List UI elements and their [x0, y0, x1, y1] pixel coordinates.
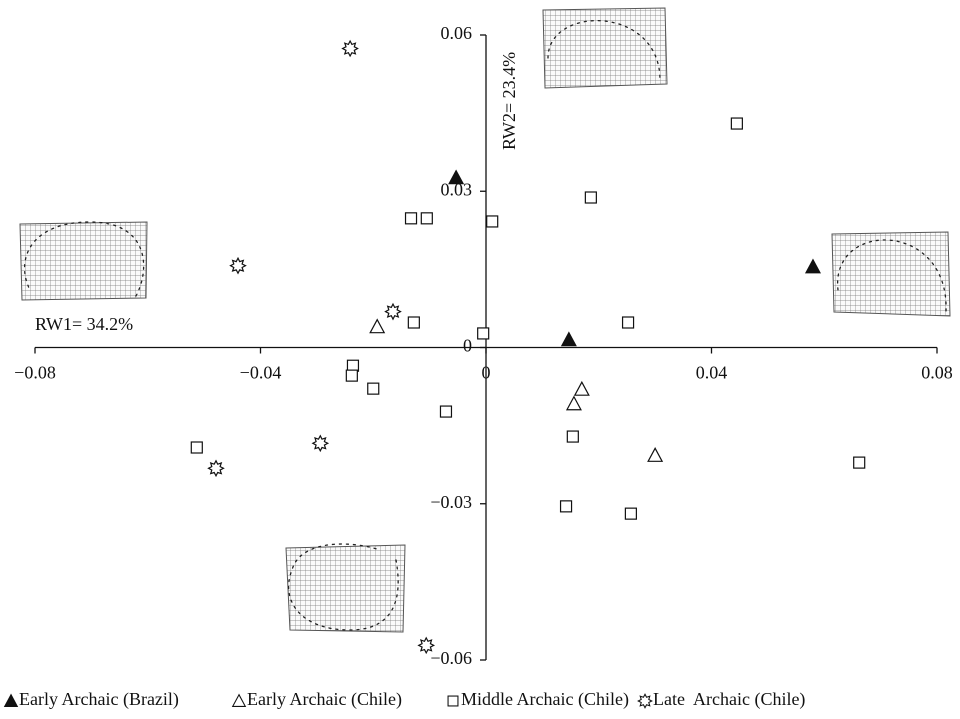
legend-label: Early Archaic (Chile): [247, 689, 402, 710]
legend-item: Early Archaic (Brazil): [3, 689, 179, 710]
point: [477, 327, 490, 340]
legend-symbol: [3, 693, 19, 707]
x-tick-label: −0.08: [14, 363, 56, 383]
point: [367, 382, 380, 395]
point: [341, 39, 359, 58]
legend-item: Late Archaic (Chile): [637, 689, 805, 710]
point: [565, 395, 582, 411]
point: [559, 500, 573, 513]
legend: Early Archaic (Brazil) Early Archaic (Chi…: [3, 689, 805, 710]
deformation-grids: [19, 7, 951, 633]
y-tick-label: −0.03: [430, 492, 472, 512]
x-tick-label: 0.08: [921, 363, 953, 383]
point: [369, 318, 386, 334]
point: [420, 212, 433, 225]
legend-symbol: [637, 693, 653, 709]
point: [417, 636, 436, 655]
legend-label: Middle Archaic (Chile): [461, 689, 629, 710]
point: [404, 212, 418, 225]
point: [207, 459, 225, 478]
plot-area: −0.08 −0.04 0 0.04 0.08 −0.06 −0.03 0 0.03 0.06: [14, 23, 953, 668]
point: [190, 441, 203, 454]
x-tick-label: 0: [482, 363, 491, 383]
legend-item: Early Archaic (Chile): [231, 689, 402, 710]
point: [439, 405, 453, 418]
legend-symbol: [447, 695, 459, 707]
point: [730, 117, 743, 130]
x-tick-label: 0.04: [696, 363, 728, 383]
y-axis-label: RW2= 23.4%: [499, 52, 519, 150]
point: [853, 456, 866, 469]
legend-symbol: [231, 693, 247, 707]
y-tick-label: 0.03: [441, 179, 473, 199]
y-tick-label: 0.06: [441, 23, 473, 43]
point: [229, 256, 247, 275]
point: [573, 380, 590, 396]
point: [804, 258, 821, 274]
point: [624, 507, 637, 520]
point: [407, 316, 420, 329]
legend-label: Early Archaic (Brazil): [19, 689, 179, 710]
point: [448, 169, 465, 185]
point: [384, 302, 402, 321]
point: [311, 434, 330, 453]
x-tick-label: −0.04: [240, 363, 282, 383]
point: [584, 191, 597, 204]
y-tick-label: 0: [463, 336, 472, 356]
point: [345, 369, 358, 382]
legend-item: Middle Archaic (Chile): [447, 689, 629, 710]
point: [560, 331, 577, 347]
legend-label: Late Archaic (Chile): [653, 689, 805, 710]
point: [566, 430, 579, 443]
point: [486, 215, 499, 228]
y-tick-label: −0.06: [430, 648, 472, 668]
point: [621, 316, 635, 329]
x-axis-label: RW1= 34.2%: [35, 314, 133, 334]
point: [647, 447, 664, 462]
